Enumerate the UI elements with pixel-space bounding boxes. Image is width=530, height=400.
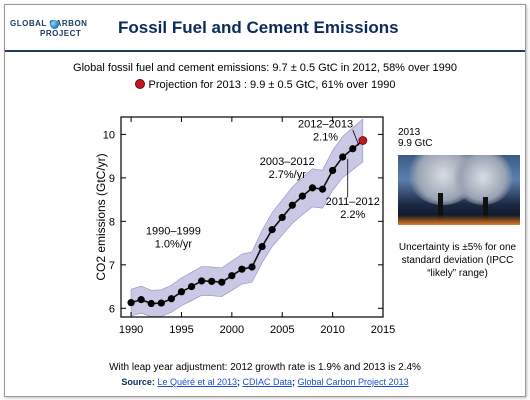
data-point [268,226,276,234]
annotation-label: 1990–1999 [146,225,201,237]
data-point [288,201,296,209]
y-tick-label: 7 [109,260,115,272]
smokestack [483,197,488,225]
y-tick-label: 6 [109,303,115,315]
data-point [208,277,216,285]
data-point [349,145,357,153]
data-point [298,192,306,200]
data-point [147,299,155,308]
data-point [228,272,236,280]
source-link-lequere[interactable]: Le Quéré et al 2013 [157,377,237,387]
data-point [278,213,286,222]
data-point [198,277,206,285]
x-tick-label: 2005 [270,324,294,336]
footer-source: Source: Le Quéré et al 2013; CDIAC Data;… [121,377,409,387]
x-tick-label: 2015 [371,324,395,336]
x-tick-label: 1995 [169,324,193,336]
data-point [218,278,226,286]
emissions-chart: 6 7 8 9 10 1990 1995 2000 2005 2010 2015 CO2 emissi… [94,116,395,336]
plot-frame [120,116,384,318]
data-point [187,282,196,291]
data-point [308,184,317,192]
logo-line1: GLOBAL CARBON [10,19,88,28]
industrial-glow [398,215,520,225]
logo-text: GLOBAL CARBON PROJECT [10,19,87,39]
data-point [137,296,145,304]
data-point [177,288,186,296]
annotation-label: 1.0%/yr [155,238,193,250]
x-tick-label: 1990 [119,324,143,336]
annotation-leader [352,129,360,146]
data-point [127,299,135,307]
data-point [258,242,266,251]
subtitle-line1: Global fossil fuel and cement emissions:… [73,62,457,74]
source-link-gcp[interactable]: Global Carbon Project 2013 [297,377,409,387]
data-point [339,153,347,161]
sidebar-callout: 2013 9.9 GtC [398,127,432,149]
data-point [329,166,337,175]
uncertainty-band [130,118,364,318]
uncertainty-note: Uncertainty is ±5% for one standard devi… [398,242,517,279]
data-point [157,299,165,307]
x-tick-label: 2010 [320,324,344,336]
projection-dot-icon [134,79,145,89]
slide-title: Fossil Fuel and Cement Emissions [118,18,399,37]
annotation-label: 2.2% [340,209,365,221]
annotation-label: 2003–2012 [260,156,315,168]
y-tick-label: 10 [103,129,115,141]
annotation-label: 2.7%/yr [269,169,307,181]
slide: GLOBAL CARBON PROJECT Fossil Fuel and Ce… [4,4,526,397]
subtitle-line2: Projection for 2013 : 9.9 ± 0.5 GtC, 61%… [5,79,525,91]
sidebar-value: 9.9 GtC [398,138,433,149]
y-axis-label: CO2 emissions (GtC/yr) [94,153,108,280]
x-tick-label: 2000 [220,324,244,336]
data-point [167,295,175,303]
data-point [318,185,327,193]
annotation-label: 2012–2013 [298,118,353,130]
data-point [238,265,246,273]
smokestacks-photo [398,155,520,225]
smokestack [438,193,443,225]
subtitle-line2-text: Projection for 2013 : 9.9 ± 0.5 GtC, 61%… [148,79,396,91]
sidebar-year: 2013 [398,127,421,138]
footer-adjustment: With leap year adjustment: 2012 growth r… [109,362,421,373]
y-tick-label: 9 [109,173,115,185]
global-carbon-project-logo: GLOBAL CARBON PROJECT [10,13,105,47]
smoke-plume [453,155,513,205]
y-tick-label: 8 [109,216,115,228]
projection-point [358,136,368,145]
title-divider [5,50,525,52]
data-point [248,263,256,271]
source-link-cdiac[interactable]: CDIAC Data [242,377,293,387]
annotation-label: 2011–2012 [326,196,380,208]
annotation-label: 2.1% [313,131,338,143]
logo-line2: PROJECT [40,29,82,38]
globe-icon [50,20,59,29]
source-label: Source: [121,377,155,387]
